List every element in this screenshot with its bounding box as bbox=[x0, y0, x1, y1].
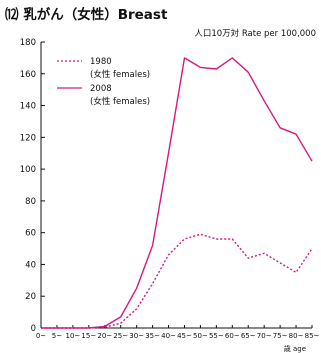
x-unit-label: 歳 age bbox=[284, 344, 306, 353]
x-tick-label: 75~ bbox=[273, 332, 288, 340]
x-tick-label: 45~ bbox=[177, 332, 192, 340]
x-tick-label: 40~ bbox=[161, 332, 176, 340]
x-tick-label: 60~ bbox=[225, 332, 240, 340]
legend-sublabel-2008: (女性 females) bbox=[90, 96, 150, 107]
y-tick-label: 180 bbox=[20, 38, 36, 48]
y-tick-label: 20 bbox=[25, 292, 36, 302]
x-tick-label: 50~ bbox=[193, 332, 208, 340]
x-tick-label: 80~ bbox=[289, 332, 304, 340]
axes bbox=[40, 41, 313, 329]
x-tick-label: 5~ bbox=[52, 332, 62, 340]
tick-labels: 0 20 40 60 80 100 120 140 160 180 0~ 5~ 10~ 15~ 20~ 25~… bbox=[20, 38, 320, 340]
x-tick-label: 15~ bbox=[81, 332, 96, 340]
x-tick-label: 25~ bbox=[113, 332, 128, 340]
legend: 1980 (女性 females) 2008 (女性 females) bbox=[57, 57, 150, 107]
x-tick-label: 85~ bbox=[305, 332, 320, 340]
series-lines bbox=[41, 57, 313, 329]
series-line-2008 bbox=[41, 57, 313, 329]
x-tick-label: 55~ bbox=[209, 332, 224, 340]
y-tick-label: 40 bbox=[25, 260, 36, 270]
series-line-1980 bbox=[41, 233, 313, 329]
y-tick-label: 140 bbox=[20, 102, 36, 112]
x-tick-label: 20~ bbox=[97, 332, 112, 340]
legend-sublabel-1980: (女性 females) bbox=[90, 69, 150, 80]
y-tick-label: 160 bbox=[20, 70, 36, 80]
y-tick-label: 100 bbox=[20, 165, 36, 175]
y-tick-label: 60 bbox=[25, 229, 36, 239]
chart-title: ⑿ 乳がん（女性）Breast bbox=[5, 6, 168, 23]
x-tick-label: 0~ bbox=[36, 332, 46, 340]
x-tick-label: 65~ bbox=[241, 332, 256, 340]
legend-label-1980: 1980 bbox=[90, 57, 112, 67]
y-tick-label: 80 bbox=[25, 197, 36, 207]
x-tick-label: 10~ bbox=[65, 332, 80, 340]
y-tick-label: 120 bbox=[20, 133, 36, 143]
legend-label-2008: 2008 bbox=[90, 84, 112, 94]
rate-label: 人口10万対 Rate per 100,000 bbox=[194, 28, 316, 39]
x-tick-label: 35~ bbox=[145, 332, 160, 340]
y-tick-label: 0 bbox=[31, 324, 36, 334]
x-tick-label: 30~ bbox=[129, 332, 144, 340]
x-tick-label: 70~ bbox=[257, 332, 272, 340]
